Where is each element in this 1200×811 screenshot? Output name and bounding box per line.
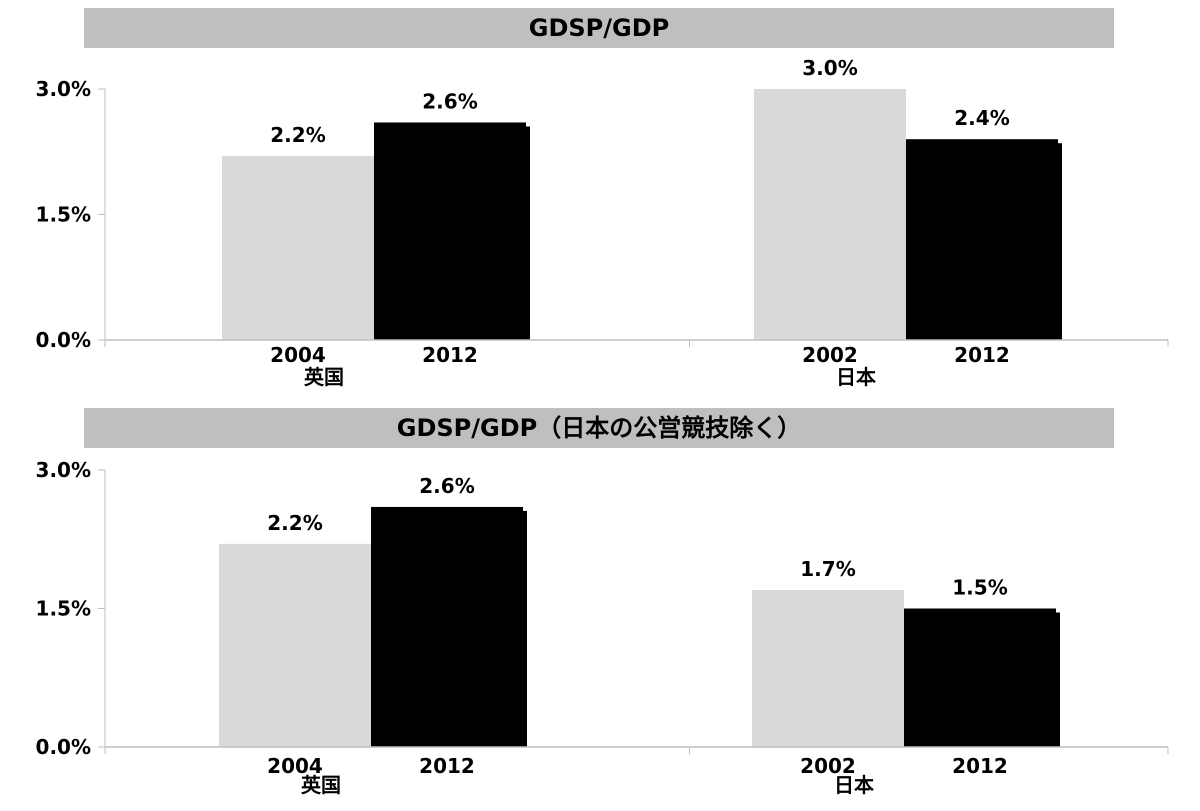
y-tick-label: 1.5% xyxy=(36,597,91,621)
x-tick-label-year: 2012 xyxy=(954,343,1010,367)
x-category-label: 日本 xyxy=(836,365,876,389)
chart-panel-1: GDSP/GDP 0.0% 1.5% 3.0% 2.2% 2004 2.6% 2012 英国 3.… xyxy=(36,8,1169,389)
x-category-label: 英国 xyxy=(304,365,344,389)
chart-title: GDSP/GDP（日本の公営競技除く） xyxy=(397,414,801,442)
bar-英国-2004 xyxy=(222,155,374,340)
title-banner xyxy=(84,8,1114,48)
data-label: 1.7% xyxy=(800,557,855,581)
x-tick-label-year: 2012 xyxy=(952,754,1008,778)
y-tick-label: 0.0% xyxy=(36,328,91,352)
data-label: 2.6% xyxy=(419,474,474,498)
x-tick-label-year: 2002 xyxy=(800,754,856,778)
chart-panel-2: GDSP/GDP（日本の公営競技除く） 0.0% 1.5% 3.0% 2.2% 2004 2… xyxy=(36,408,1169,797)
y-tick-label: 3.0% xyxy=(36,77,91,101)
bar-英国-2012 xyxy=(374,122,526,340)
bar-英国-2004 xyxy=(219,543,371,747)
data-label: 2.4% xyxy=(954,106,1009,130)
chart-title: GDSP/GDP xyxy=(529,14,669,42)
y-tick-label: 0.0% xyxy=(36,735,91,759)
bar-日本-2012 xyxy=(906,139,1058,340)
data-label: 1.5% xyxy=(952,576,1007,600)
data-label: 2.2% xyxy=(267,511,322,535)
x-tick-label-year: 2004 xyxy=(267,754,323,778)
data-label: 3.0% xyxy=(802,56,857,80)
x-category-label: 日本 xyxy=(834,773,874,797)
x-tick-label-year: 2012 xyxy=(419,754,475,778)
bar-日本-2002 xyxy=(754,89,906,340)
data-label: 2.6% xyxy=(422,89,477,113)
y-tick-label: 3.0% xyxy=(36,458,91,482)
data-label: 2.2% xyxy=(270,123,325,147)
y-tick-label: 1.5% xyxy=(36,203,91,227)
bar-日本-2012 xyxy=(904,608,1056,747)
title-banner xyxy=(84,408,1114,448)
x-tick-label-year: 2012 xyxy=(422,343,478,367)
bar-英国-2012 xyxy=(371,506,523,747)
bar-日本-2002 xyxy=(752,590,904,747)
x-tick-label-year: 2004 xyxy=(270,343,326,367)
x-tick-label-year: 2002 xyxy=(802,343,858,367)
x-category-label: 英国 xyxy=(301,773,341,797)
